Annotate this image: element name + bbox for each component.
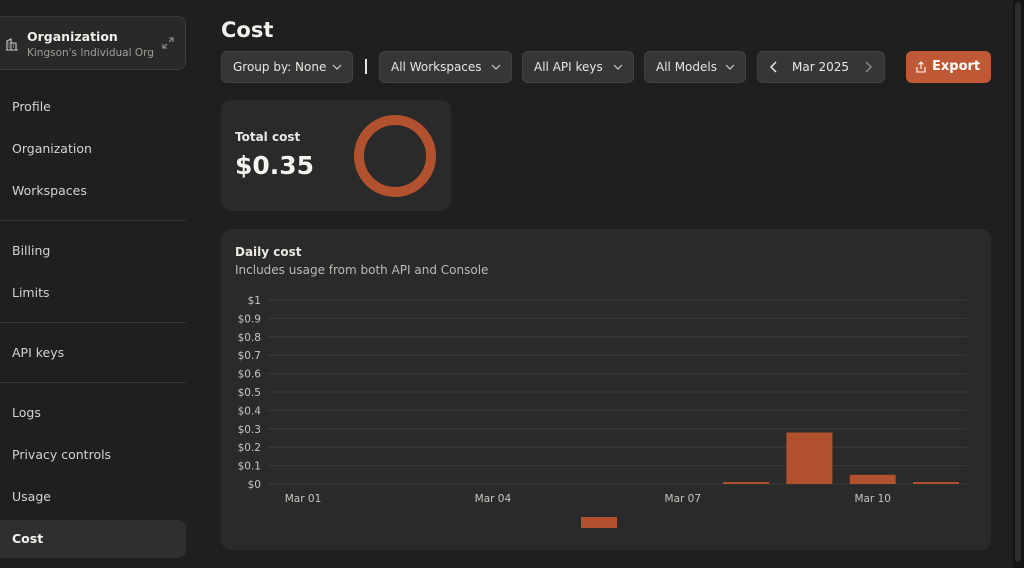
y-tick-label: $0.9	[238, 313, 261, 325]
sidebar-item-api-keys[interactable]: API keys	[12, 345, 65, 360]
sidebar-item-cost[interactable]: Cost	[0, 520, 186, 558]
chevron-down-icon	[332, 64, 342, 70]
x-tick-label: Mar 01	[285, 493, 322, 505]
building-icon	[6, 38, 18, 51]
export-button[interactable]: Export	[906, 51, 991, 83]
sidebar-item-organization[interactable]: Organization	[12, 141, 92, 156]
y-tick-label: $0.2	[238, 442, 261, 454]
y-tick-label: $1	[248, 295, 261, 307]
sidebar-item-profile[interactable]: Profile	[12, 99, 51, 114]
daily-cost-title: Daily cost	[235, 245, 302, 259]
page-title: Cost	[221, 18, 274, 42]
chevron-right-icon[interactable]	[862, 60, 874, 74]
total-cost-value: $0.35	[235, 151, 315, 180]
workspaces-label: All Workspaces	[391, 60, 482, 74]
y-tick-label: $0.1	[238, 461, 261, 473]
daily-cost-card: Daily cost Includes usage from both API …	[221, 229, 991, 550]
y-tick-label: $0.5	[238, 387, 261, 399]
models-label: All Models	[656, 60, 717, 74]
total-cost-label: Total cost	[235, 130, 301, 144]
main-content: Cost Group by: None All Workspaces All A…	[192, 0, 1024, 568]
sidebar-item-workspaces[interactable]: Workspaces	[12, 183, 87, 198]
share-icon	[916, 61, 926, 73]
y-tick-label: $0	[248, 479, 261, 491]
y-tick-label: $0.4	[238, 405, 262, 417]
x-tick-label: Mar 07	[665, 493, 702, 505]
api-keys-label: All API keys	[534, 60, 603, 74]
sidebar: Organization Kingson's Individual Org Pr…	[0, 0, 192, 568]
org-title: Organization	[27, 29, 118, 44]
donut-chart	[354, 115, 436, 197]
export-label: Export	[932, 59, 981, 74]
separator	[365, 59, 367, 74]
scrollbar-thumb[interactable]	[1015, 2, 1021, 562]
models-dropdown[interactable]: All Models	[644, 51, 746, 83]
total-cost-card: Total cost $0.35	[221, 100, 451, 211]
x-tick-label: Mar 10	[854, 493, 891, 505]
group-by-label: Group by: None	[233, 60, 327, 74]
group-by-dropdown[interactable]: Group by: None	[221, 51, 353, 83]
sidebar-divider	[0, 382, 186, 383]
daily-cost-chart: $1 $0.9 $0.8 $0.7 $0.6 $0.5 $0.4 $0.3 $0.2 $0.1 $0…	[238, 295, 967, 528]
sidebar-divider	[0, 322, 186, 323]
sidebar-item-usage[interactable]: Usage	[12, 489, 51, 504]
sidebar-item-billing[interactable]: Billing	[12, 243, 51, 258]
y-tick-label: $0.6	[238, 369, 262, 381]
legend-swatch	[581, 517, 617, 528]
y-tick-label: $0.8	[238, 332, 261, 344]
bar	[723, 482, 770, 484]
month-selector: Mar 2025	[757, 51, 885, 83]
chevron-down-icon	[491, 64, 501, 70]
sidebar-divider	[0, 220, 186, 221]
org-subtitle: Kingson's Individual Org	[27, 47, 154, 59]
chevron-down-icon	[725, 64, 735, 70]
sidebar-item-logs[interactable]: Logs	[12, 405, 41, 420]
chevron-down-icon	[613, 64, 623, 70]
sidebar-item-limits[interactable]: Limits	[12, 285, 50, 300]
api-keys-dropdown[interactable]: All API keys	[522, 51, 634, 83]
bar	[786, 432, 833, 484]
bar	[913, 482, 959, 484]
org-switcher[interactable]: Organization Kingson's Individual Org	[0, 16, 186, 70]
month-label: Mar 2025	[792, 60, 849, 74]
daily-cost-subtitle: Includes usage from both API and Console	[235, 263, 489, 277]
y-tick-label: $0.7	[238, 350, 261, 362]
x-tick-label: Mar 04	[475, 493, 512, 505]
chevron-left-icon[interactable]	[768, 60, 780, 74]
y-tick-label: $0.3	[238, 424, 261, 436]
workspaces-dropdown[interactable]: All Workspaces	[379, 51, 512, 83]
expand-icon[interactable]	[162, 37, 174, 49]
sidebar-item-privacy-controls[interactable]: Privacy controls	[12, 447, 112, 462]
bar	[849, 474, 896, 484]
